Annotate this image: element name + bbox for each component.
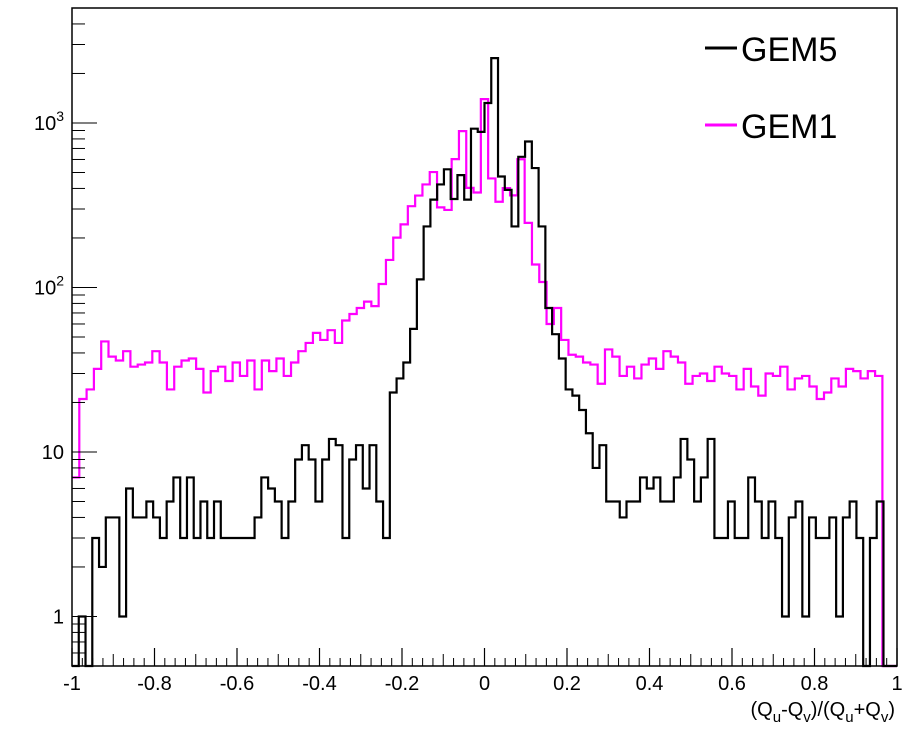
- x-tick-label: -0.4: [302, 673, 336, 695]
- y-tick-label: 1: [53, 606, 64, 628]
- x-tick-label: 0: [479, 673, 490, 695]
- x-tick-label: -0.6: [220, 673, 254, 695]
- x-tick-label: 0.4: [636, 673, 664, 695]
- x-tick-label: -1: [63, 673, 81, 695]
- y-tick-label: 10: [42, 442, 64, 464]
- axis-layer: -1 -0.8 -0.6 -0.4 -0.2 0 0.2 0.4 0.6 0.8 1 1 10 102 10…: [34, 7, 903, 695]
- legend-label-gem5: GEM5: [741, 31, 837, 69]
- legend: GEM5 GEM1: [705, 31, 837, 146]
- legend-label-gem1: GEM1: [741, 108, 837, 146]
- x-tick-label: 0.2: [553, 673, 581, 695]
- x-tick-label: 0.6: [718, 673, 746, 695]
- series-gem5-line: [72, 56, 897, 668]
- x-tick-label: -0.8: [137, 673, 171, 695]
- y-tick-label: 103: [34, 108, 64, 135]
- x-tick-label: 1: [891, 673, 902, 695]
- y-tick-label: 102: [34, 272, 64, 299]
- series-layer: [72, 56, 897, 668]
- series-gem1-line: [72, 98, 897, 668]
- x-axis-title: (Qu-Qv)/(Qu+Qv): [751, 699, 895, 726]
- x-tick-label: 0.8: [801, 673, 829, 695]
- x-tick-label: -0.2: [385, 673, 419, 695]
